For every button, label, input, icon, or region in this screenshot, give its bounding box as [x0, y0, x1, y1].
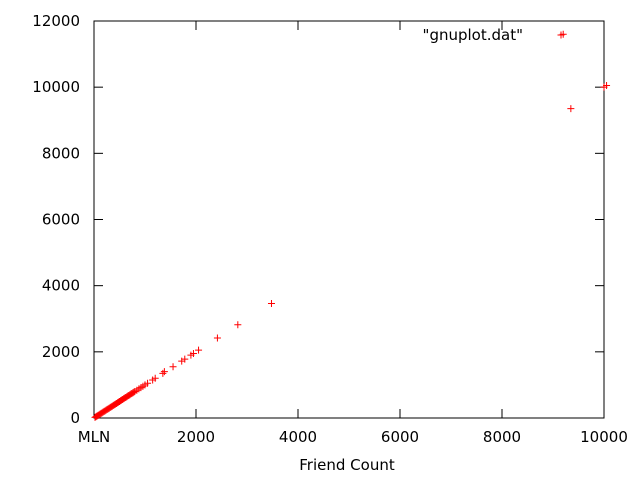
plot-frame	[93, 20, 605, 419]
x-tick-label: MLN	[78, 428, 111, 446]
data-point	[151, 374, 159, 382]
y-tick-label: 6000	[42, 211, 80, 229]
data-point	[144, 379, 152, 387]
data-point	[160, 368, 168, 376]
axis-tick-labels: MLN 2000 4000 6000 8000 10000 0 2000 4000 6000 800…	[32, 12, 628, 446]
x-tick-label: 6000	[381, 428, 419, 446]
y-tick-label: 2000	[42, 343, 80, 361]
data-point	[603, 82, 611, 90]
data-point	[181, 355, 189, 363]
data-point	[159, 369, 167, 377]
y-tick-label: 0	[70, 409, 80, 427]
axis-ticks	[93, 20, 605, 419]
y-tick-label: 12000	[32, 12, 80, 30]
x-axis-label: Friend Count	[299, 456, 395, 474]
x-tick-label: 4000	[279, 428, 317, 446]
legend-marker-symbol	[557, 31, 565, 39]
y-tick-label: 8000	[42, 144, 80, 162]
data-point	[267, 300, 275, 308]
data-point	[234, 321, 242, 329]
data-point	[169, 363, 177, 371]
x-tick-label: 8000	[483, 428, 521, 446]
data-point	[213, 334, 221, 342]
x-tick-label: 2000	[177, 428, 215, 446]
x-tick-label: 10000	[580, 428, 628, 446]
data-point	[195, 346, 203, 354]
data-point	[189, 349, 197, 357]
legend-label: "gnuplot.dat"	[423, 26, 523, 44]
y-tick-label: 4000	[42, 277, 80, 295]
data-point	[567, 105, 575, 113]
data-points	[91, 30, 611, 421]
legend: "gnuplot.dat"	[423, 26, 565, 44]
y-tick-label: 10000	[32, 78, 80, 96]
legend-marker	[557, 31, 565, 39]
